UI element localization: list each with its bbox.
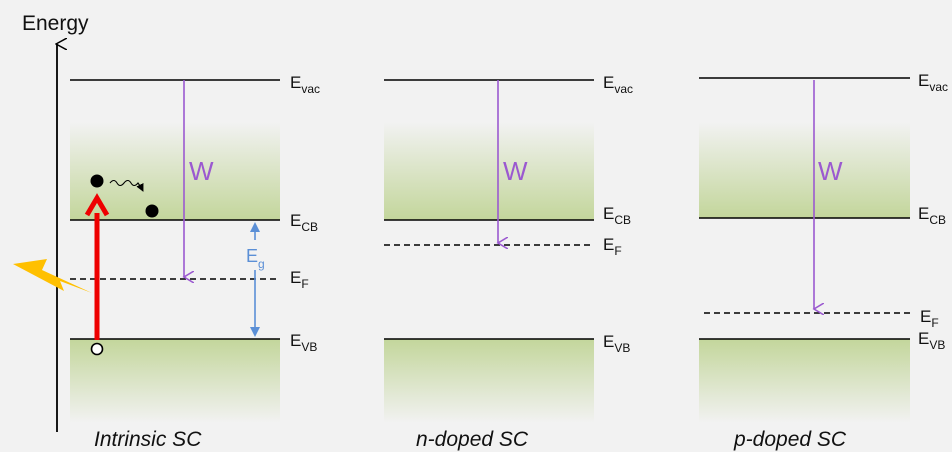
excitation-arrowhead xyxy=(84,193,110,217)
panel-p-doped: W Evac ECB EF EVB p-doped SC xyxy=(699,71,948,451)
caption-p-doped: p-doped SC xyxy=(733,428,847,451)
label-e-vac: Evac xyxy=(603,73,633,96)
band-gap-label-bg xyxy=(243,240,269,270)
valence-band xyxy=(384,339,594,423)
valence-band xyxy=(70,339,280,423)
conduction-band xyxy=(699,122,910,218)
wavy-arrow xyxy=(109,179,144,192)
label-e-vb: EVB xyxy=(603,332,630,355)
label-e-vb: EVB xyxy=(918,329,945,352)
hole-circle xyxy=(90,342,104,356)
caption-n-doped: n-doped SC xyxy=(416,428,529,451)
valence-band xyxy=(699,339,910,423)
work-function-label: W xyxy=(189,156,214,186)
work-function-label: W xyxy=(818,156,843,186)
label-e-cb: ECB xyxy=(918,204,946,227)
electron-dot-relaxed xyxy=(145,204,159,218)
electron-dot xyxy=(90,174,104,188)
label-e-cb: ECB xyxy=(603,204,631,227)
label-e-f: EF xyxy=(920,307,939,330)
label-e-f: EF xyxy=(290,268,309,291)
energy-axis-label: Energy xyxy=(22,12,89,35)
conduction-band xyxy=(70,122,280,220)
band-gap-label: Eg xyxy=(246,246,265,271)
work-function-label: W xyxy=(503,156,528,186)
label-e-vac: Evac xyxy=(918,71,948,94)
label-e-f: EF xyxy=(603,235,622,258)
label-e-vac: Evac xyxy=(290,73,320,96)
caption-intrinsic: Intrinsic SC xyxy=(94,428,202,451)
label-e-vb: EVB xyxy=(290,331,317,354)
panel-intrinsic: W Eg Evac ECB EF EVB Intrinsic SC xyxy=(13,73,320,451)
lightning-icon xyxy=(13,259,92,293)
conduction-band xyxy=(384,122,594,220)
panel-n-doped: W Evac ECB EF EVB n-doped SC xyxy=(384,73,633,451)
label-e-cb: ECB xyxy=(290,211,318,234)
